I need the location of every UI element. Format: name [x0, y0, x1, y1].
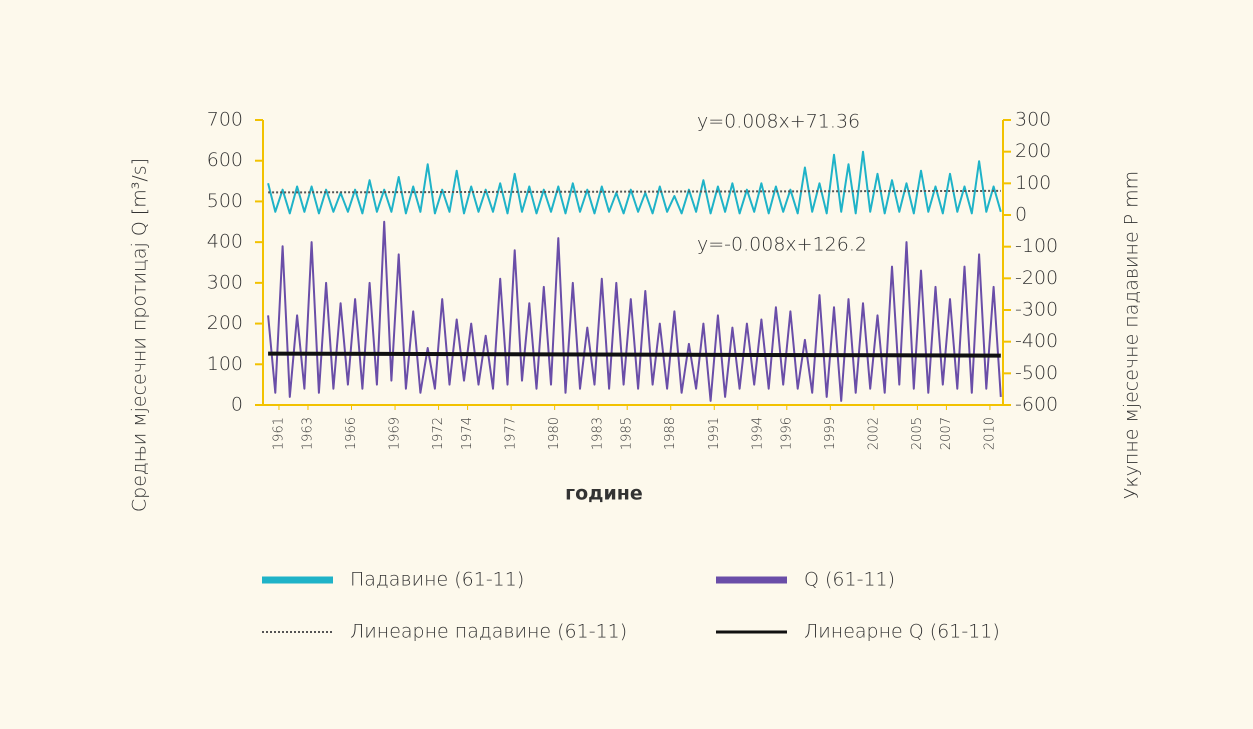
- x-tick-label: 1985: [620, 417, 635, 450]
- x-tick-label: 2002: [866, 417, 881, 450]
- y-tick-label: 300: [207, 271, 243, 293]
- y-tick-label: 100: [207, 353, 243, 375]
- annotation: y=-0.008x+126.2: [697, 234, 867, 256]
- legend-label: Линеарне Q (61-11): [804, 621, 1000, 643]
- x-tick-label: 1969: [388, 417, 403, 450]
- x-tick-label: 1977: [504, 417, 519, 450]
- y2-tick-label: -400: [1015, 330, 1058, 352]
- x-tick-label: 1963: [300, 417, 315, 450]
- x-tick-label: 1961: [271, 417, 286, 450]
- y-tick-label: 400: [207, 231, 243, 253]
- annotation: y=0.008x+71.36: [697, 111, 860, 133]
- x-tick-label: 2005: [910, 417, 925, 450]
- y2-tick-label: -600: [1015, 394, 1058, 416]
- x-tick-label: 1983: [591, 417, 606, 450]
- x-tick-label: 1996: [779, 417, 794, 450]
- x-tick-label: 1966: [344, 417, 359, 450]
- x-tick-label: 1974: [460, 417, 475, 450]
- x-tick-label: 1972: [431, 417, 446, 450]
- legend-label: Q (61-11): [804, 569, 895, 591]
- y2-tick-label: -100: [1015, 235, 1058, 257]
- x-tick-label: 1991: [707, 417, 722, 450]
- y2-tick-label: 300: [1015, 109, 1051, 131]
- y2-tick-label: -300: [1015, 299, 1058, 321]
- series-line: [267, 150, 1002, 215]
- y2-tick-label: -500: [1015, 362, 1058, 384]
- series-line: [268, 351, 1001, 358]
- x-tick-label: 1999: [823, 417, 838, 450]
- y-tick-label: 500: [207, 190, 243, 212]
- y-tick-label: 0: [231, 394, 243, 416]
- y2-tick-label: 0: [1015, 204, 1027, 226]
- x-tick-label: 1988: [663, 417, 678, 450]
- x-tick-label: 2007: [939, 417, 954, 450]
- x-axis-title: године: [565, 483, 643, 505]
- y2-tick-label: -200: [1015, 267, 1058, 289]
- legend-label: Линеарне падавине (61-11): [350, 621, 627, 643]
- y-tick-label: 200: [207, 312, 243, 334]
- y2-tick-label: 200: [1015, 140, 1051, 162]
- x-tick-label: 1994: [750, 417, 765, 450]
- y-tick-label: 700: [207, 109, 243, 131]
- x-tick-label: 1980: [547, 417, 562, 450]
- y2-axis-title: Укупне мјесечне падавине P mm: [1121, 171, 1143, 499]
- y-tick-label: 600: [207, 149, 243, 171]
- y-axis-title: Средњи мјесечни протицај Q [m³/s]: [129, 158, 151, 512]
- legend-label: Падавине (61-11): [350, 569, 524, 591]
- x-tick-label: 2010: [982, 417, 997, 450]
- y2-tick-label: 100: [1015, 172, 1051, 194]
